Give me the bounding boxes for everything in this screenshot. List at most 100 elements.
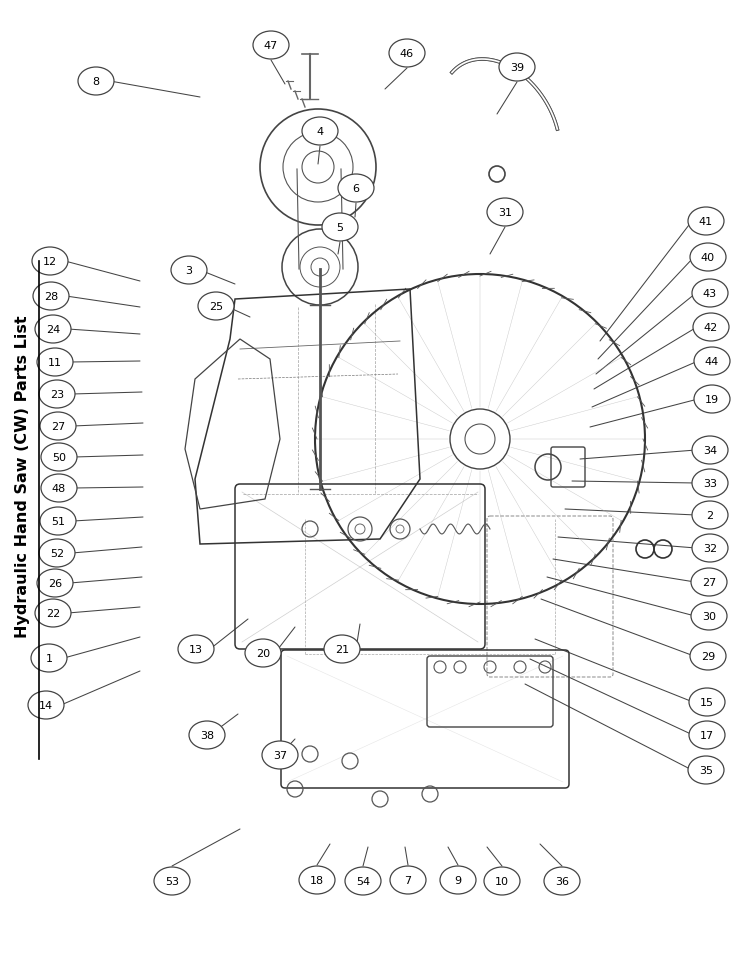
Text: 27: 27 [702, 578, 716, 587]
Text: 52: 52 [50, 548, 64, 558]
Ellipse shape [694, 386, 730, 414]
Ellipse shape [40, 507, 76, 536]
Text: 41: 41 [699, 216, 713, 227]
Text: 47: 47 [264, 41, 278, 51]
Ellipse shape [690, 642, 726, 670]
Text: 43: 43 [703, 289, 717, 298]
Text: 24: 24 [46, 325, 60, 335]
Ellipse shape [440, 866, 476, 894]
Text: 20: 20 [256, 648, 270, 659]
Text: 31: 31 [498, 208, 512, 218]
Ellipse shape [33, 283, 69, 311]
Text: 38: 38 [200, 730, 214, 740]
Ellipse shape [37, 569, 73, 598]
Text: 37: 37 [273, 750, 287, 760]
Text: 2: 2 [706, 511, 714, 520]
Text: 46: 46 [400, 49, 414, 59]
Text: 30: 30 [702, 612, 716, 621]
Text: 21: 21 [335, 644, 349, 655]
Ellipse shape [499, 54, 535, 82]
Ellipse shape [302, 118, 338, 146]
Text: 35: 35 [699, 765, 713, 775]
Text: 17: 17 [700, 730, 714, 740]
Text: 50: 50 [52, 453, 66, 462]
Ellipse shape [389, 40, 425, 68]
Ellipse shape [544, 867, 580, 895]
Text: 14: 14 [39, 700, 53, 710]
Ellipse shape [691, 568, 727, 597]
Ellipse shape [189, 721, 225, 749]
Ellipse shape [35, 599, 71, 627]
Ellipse shape [690, 244, 726, 272]
Ellipse shape [692, 280, 728, 308]
Ellipse shape [691, 602, 727, 630]
Ellipse shape [262, 741, 298, 769]
Ellipse shape [78, 68, 114, 96]
Text: 36: 36 [555, 876, 569, 886]
Text: 26: 26 [48, 578, 62, 588]
Text: 25: 25 [209, 302, 223, 312]
Text: 18: 18 [310, 875, 324, 885]
Text: Hydraulic Hand Saw (CW) Parts List: Hydraulic Hand Saw (CW) Parts List [15, 315, 30, 638]
Text: 33: 33 [703, 478, 717, 489]
Text: 11: 11 [48, 357, 62, 368]
Ellipse shape [154, 867, 190, 895]
Ellipse shape [692, 535, 728, 562]
Text: 19: 19 [705, 395, 719, 405]
Ellipse shape [694, 348, 730, 375]
Ellipse shape [338, 174, 374, 203]
Text: 39: 39 [510, 63, 524, 73]
Ellipse shape [41, 475, 77, 502]
Ellipse shape [390, 866, 426, 894]
Text: 32: 32 [703, 543, 717, 554]
Text: 6: 6 [353, 184, 359, 193]
Ellipse shape [39, 380, 75, 409]
Text: 42: 42 [704, 323, 718, 333]
Text: 51: 51 [51, 517, 65, 526]
Ellipse shape [324, 636, 360, 663]
Ellipse shape [35, 315, 71, 344]
Text: 9: 9 [455, 875, 461, 885]
Ellipse shape [40, 413, 76, 440]
Text: 4: 4 [317, 127, 323, 137]
Text: 8: 8 [92, 77, 100, 87]
Ellipse shape [693, 314, 729, 341]
Text: 44: 44 [705, 356, 719, 367]
Ellipse shape [692, 436, 728, 464]
Ellipse shape [253, 32, 289, 60]
Text: 27: 27 [51, 421, 65, 432]
Ellipse shape [692, 470, 728, 497]
Ellipse shape [487, 199, 523, 227]
Ellipse shape [245, 639, 281, 667]
Ellipse shape [689, 721, 725, 749]
Ellipse shape [41, 443, 77, 472]
Text: 28: 28 [44, 292, 58, 302]
Ellipse shape [484, 867, 520, 895]
Ellipse shape [692, 501, 728, 530]
Text: 40: 40 [701, 253, 715, 263]
Ellipse shape [178, 636, 214, 663]
Text: 7: 7 [404, 875, 412, 885]
Ellipse shape [37, 349, 73, 376]
Text: 54: 54 [356, 876, 370, 886]
Text: 29: 29 [701, 651, 715, 661]
Ellipse shape [31, 644, 67, 672]
Ellipse shape [299, 866, 335, 894]
Text: 13: 13 [189, 644, 203, 655]
Text: 48: 48 [52, 483, 66, 494]
Ellipse shape [345, 867, 381, 895]
Text: 3: 3 [185, 266, 193, 275]
Text: 34: 34 [703, 446, 717, 456]
Ellipse shape [688, 757, 724, 784]
Ellipse shape [198, 293, 234, 320]
Ellipse shape [322, 213, 358, 242]
Text: 5: 5 [337, 223, 343, 233]
Ellipse shape [171, 256, 207, 285]
Ellipse shape [39, 539, 75, 567]
Ellipse shape [32, 248, 68, 275]
Ellipse shape [688, 208, 724, 235]
Text: 53: 53 [165, 876, 179, 886]
Text: 12: 12 [43, 256, 57, 267]
Ellipse shape [689, 688, 725, 717]
Text: 10: 10 [495, 876, 509, 886]
